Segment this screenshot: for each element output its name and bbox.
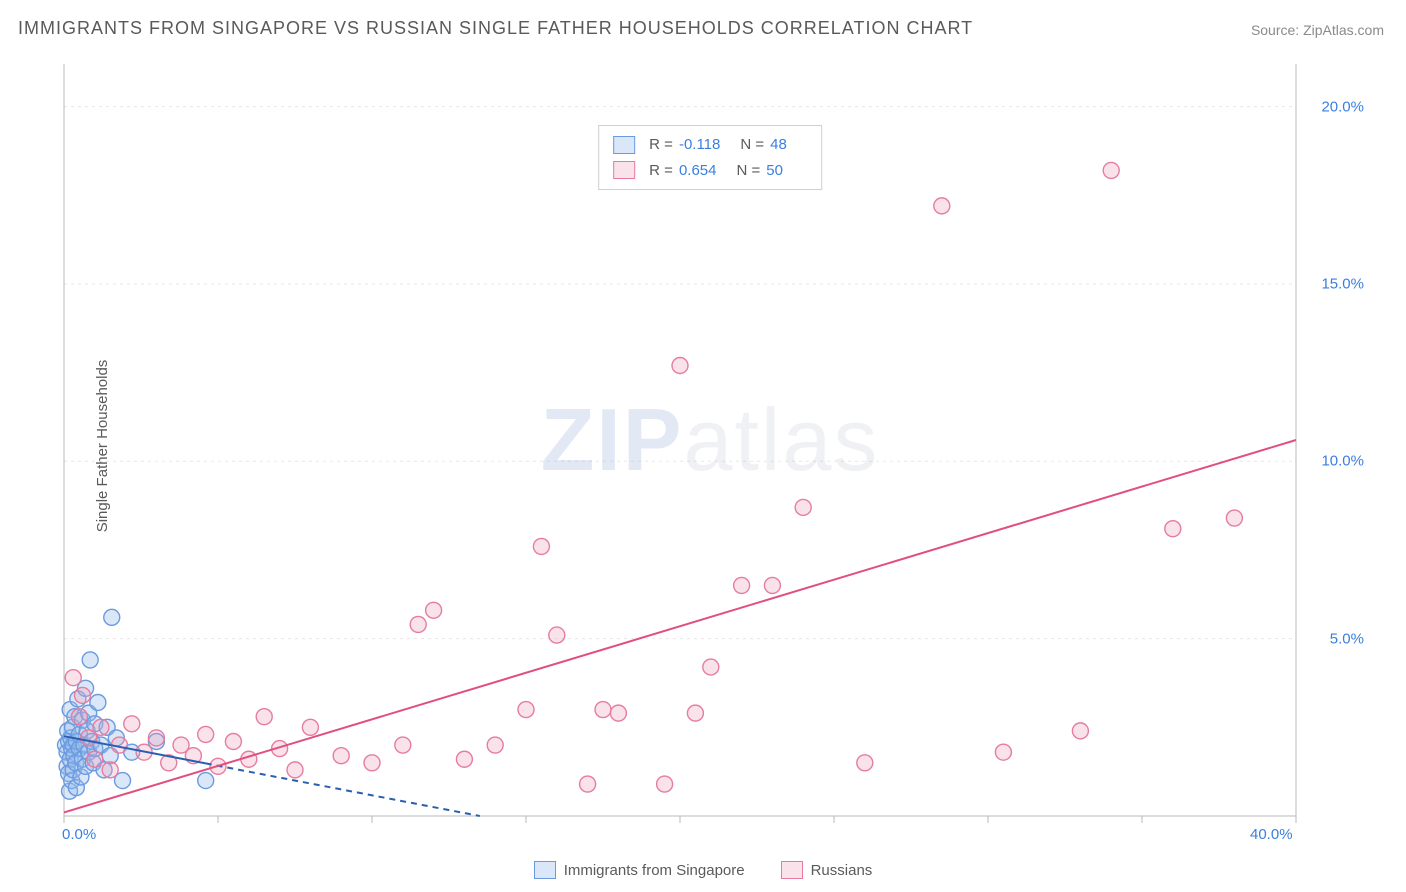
chart-title: IMMIGRANTS FROM SINGAPORE VS RUSSIAN SIN… — [18, 18, 973, 39]
n-label: N = — [740, 132, 764, 158]
legend-swatch — [613, 136, 635, 154]
legend-row: R = 0.654 N = 50 — [613, 158, 807, 184]
correlation-legend: R = -0.118 N = 48 R = 0.654 N = 50 — [598, 125, 822, 190]
r-label: R = — [649, 132, 673, 158]
x-tick-label: 0.0% — [62, 826, 96, 843]
x-tick-label: 40.0% — [1250, 826, 1293, 843]
source-prefix: Source: — [1251, 22, 1303, 38]
source-attribution: Source: ZipAtlas.com — [1251, 22, 1384, 38]
y-tick-label: 5.0% — [1330, 630, 1364, 647]
legend-swatch — [781, 861, 803, 879]
legend-row: R = -0.118 N = 48 — [613, 132, 807, 158]
legend-label: Immigrants from Singapore — [564, 862, 745, 879]
y-tick-label: 15.0% — [1321, 275, 1364, 292]
legend-label: Russians — [811, 862, 873, 879]
legend-item: Immigrants from Singapore — [534, 861, 745, 879]
n-value: 50 — [766, 158, 783, 184]
chart-area: ZIPatlas 5.0%10.0%15.0%20.0% 0.0%40.0% R… — [50, 60, 1370, 840]
n-value: 48 — [770, 132, 787, 158]
y-tick-label: 20.0% — [1321, 98, 1364, 115]
legend-swatch — [613, 161, 635, 179]
y-tick-label: 10.0% — [1321, 453, 1364, 470]
legend-swatch — [534, 861, 556, 879]
r-label: R = — [649, 158, 673, 184]
n-label: N = — [736, 158, 760, 184]
r-value: 0.654 — [679, 158, 717, 184]
r-value: -0.118 — [679, 132, 720, 158]
legend-item: Russians — [781, 861, 873, 879]
source-link[interactable]: ZipAtlas.com — [1303, 22, 1384, 38]
series-legend: Immigrants from Singapore Russians — [0, 861, 1406, 884]
